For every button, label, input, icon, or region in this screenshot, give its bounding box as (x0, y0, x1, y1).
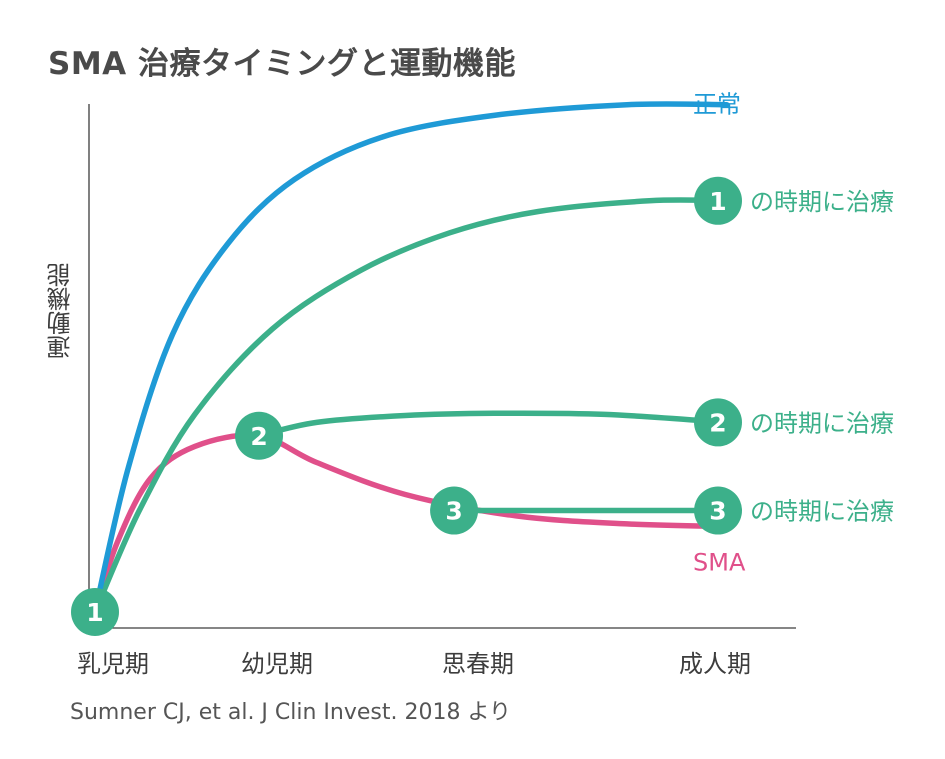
series-label: の時期に治療 (750, 409, 894, 437)
timing-marker-number: 1 (86, 598, 103, 627)
x-tick-label: 成人期 (679, 650, 751, 678)
legend-marker-2 (694, 398, 742, 447)
x-tick-label: 思春期 (442, 650, 514, 678)
normal-line (92, 101, 730, 615)
timing-marker-1 (71, 587, 119, 636)
timing-marker-2 (235, 411, 284, 460)
series-label: の時期に治療 (750, 188, 894, 216)
sma-line (92, 432, 730, 615)
legend-marker-number: 3 (709, 497, 726, 526)
timing-marker-3 (430, 486, 479, 535)
series-label: SMA (693, 549, 746, 577)
legend-marker-1 (694, 176, 742, 225)
timing-marker-number: 2 (250, 422, 267, 451)
legend-marker-3 (694, 486, 742, 535)
timing-marker-number: 3 (445, 497, 462, 526)
chart-title: SMA 治療タイミングと運動機能 (48, 46, 516, 82)
x-tick-label: 幼児期 (241, 650, 313, 678)
legend-marker-number: 2 (709, 408, 726, 437)
treated-at-2-line (256, 410, 730, 439)
series-label: の時期に治療 (750, 498, 894, 526)
treated-at-1-line (92, 197, 730, 615)
legend-marker-number: 1 (709, 187, 726, 216)
source-citation: Sumner CJ, et al. J Clin Invest. 2018 より (70, 700, 512, 725)
x-tick-label: 乳児期 (77, 650, 149, 678)
series-label: 正常 (693, 91, 741, 119)
